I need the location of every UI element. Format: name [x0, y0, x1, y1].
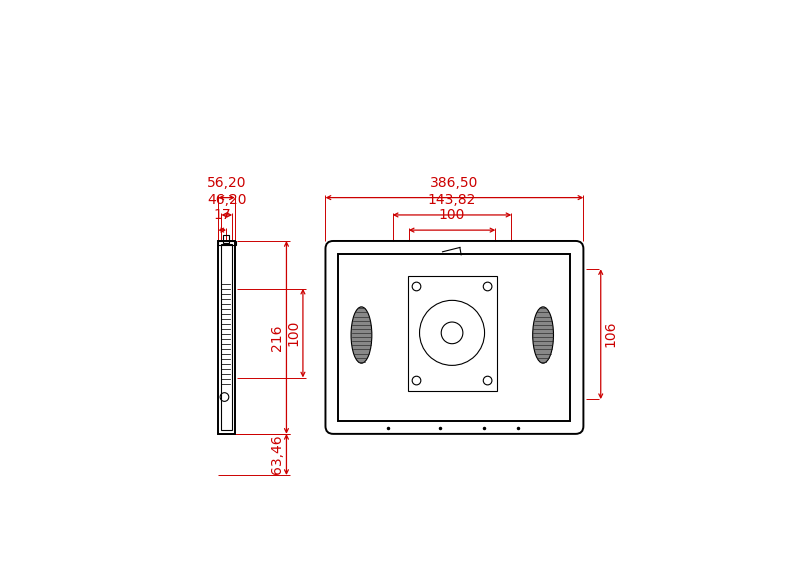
Bar: [223, 235, 230, 243]
Bar: [338, 254, 570, 421]
Bar: [218, 241, 235, 434]
Text: 143,82: 143,82: [428, 193, 476, 207]
Bar: [408, 276, 497, 391]
Ellipse shape: [351, 307, 372, 363]
Text: 106: 106: [603, 321, 618, 347]
Text: 17: 17: [214, 208, 231, 222]
Text: 63,46: 63,46: [270, 435, 284, 474]
Bar: [222, 244, 232, 430]
Ellipse shape: [533, 307, 554, 363]
Text: 56,20: 56,20: [207, 176, 246, 190]
Text: 100: 100: [439, 208, 466, 222]
Text: 46,20: 46,20: [207, 193, 246, 207]
Text: 216: 216: [270, 324, 284, 351]
Text: 100: 100: [286, 320, 300, 346]
Text: 386,50: 386,50: [430, 176, 478, 190]
Bar: [218, 241, 236, 245]
